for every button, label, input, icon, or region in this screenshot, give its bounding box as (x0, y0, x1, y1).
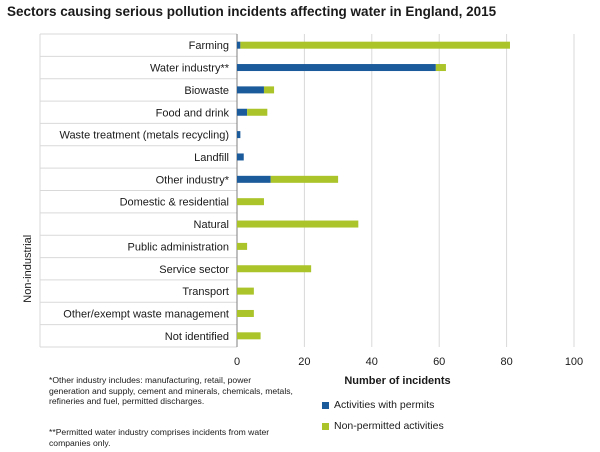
category-label: Water industry** (150, 63, 230, 75)
bar-non-permitted (237, 198, 264, 206)
bar-permits (237, 64, 436, 72)
bar-permits (237, 108, 248, 116)
bar-non-permitted (270, 175, 339, 183)
bar-non-permitted (240, 41, 510, 49)
legend-item-non-permitted: Non-permitted activities (322, 420, 444, 432)
footnote-other-industry: *Other industry includes: manufacturing,… (49, 375, 293, 407)
footnote-water-industry: **Permitted water industry comprises inc… (49, 427, 270, 448)
bar-non-permitted (435, 64, 446, 72)
category-label: Domestic & residential (120, 197, 229, 209)
category-label: Biowaste (184, 85, 229, 97)
category-label: Other/exempt waste management (63, 308, 229, 320)
category-label: Transport (182, 286, 229, 298)
bar-non-permitted (237, 332, 261, 340)
x-tick-label: 40 (366, 356, 378, 368)
bar-permits (237, 86, 264, 94)
x-tick-label: 0 (234, 356, 240, 368)
bar-non-permitted (237, 265, 312, 273)
x-tick-label: 20 (298, 356, 310, 368)
bar-non-permitted (237, 287, 254, 295)
bar-permits (237, 41, 241, 49)
category-label: Natural (194, 219, 229, 231)
bar-non-permitted (237, 242, 248, 250)
category-label: Farming (189, 40, 229, 52)
legend-label-permits: Activities with permits (334, 399, 435, 411)
category-label: Public administration (128, 241, 230, 253)
x-tick-label: 80 (500, 356, 512, 368)
chart-title: Sectors causing serious pollution incide… (7, 4, 497, 19)
bar-non-permitted (237, 220, 359, 228)
category-label: Waste treatment (metals recycling) (59, 130, 229, 142)
category-label: Not identified (165, 331, 229, 343)
group-label-non-industrial: Non-industrial (22, 235, 34, 303)
x-tick-label: 100 (565, 356, 583, 368)
category-label: Landfill (194, 152, 229, 164)
x-tick-label: 60 (433, 356, 445, 368)
legend-swatch-non-permitted (322, 422, 329, 430)
legend-label-non-permitted: Non-permitted activities (334, 420, 444, 432)
category-label: Service sector (159, 264, 229, 276)
bar-non-permitted (237, 309, 254, 317)
category-label: Other industry* (156, 174, 230, 186)
bar-permits (237, 153, 244, 161)
bar-non-permitted (247, 108, 268, 116)
x-axis-title: Number of incidents (344, 375, 450, 387)
bar-permits (237, 175, 271, 183)
legend-swatch-permits (322, 401, 329, 409)
bar-permits (237, 131, 241, 139)
category-label: Food and drink (156, 107, 230, 119)
legend-item-permits: Activities with permits (322, 399, 434, 411)
bar-non-permitted (263, 86, 275, 94)
